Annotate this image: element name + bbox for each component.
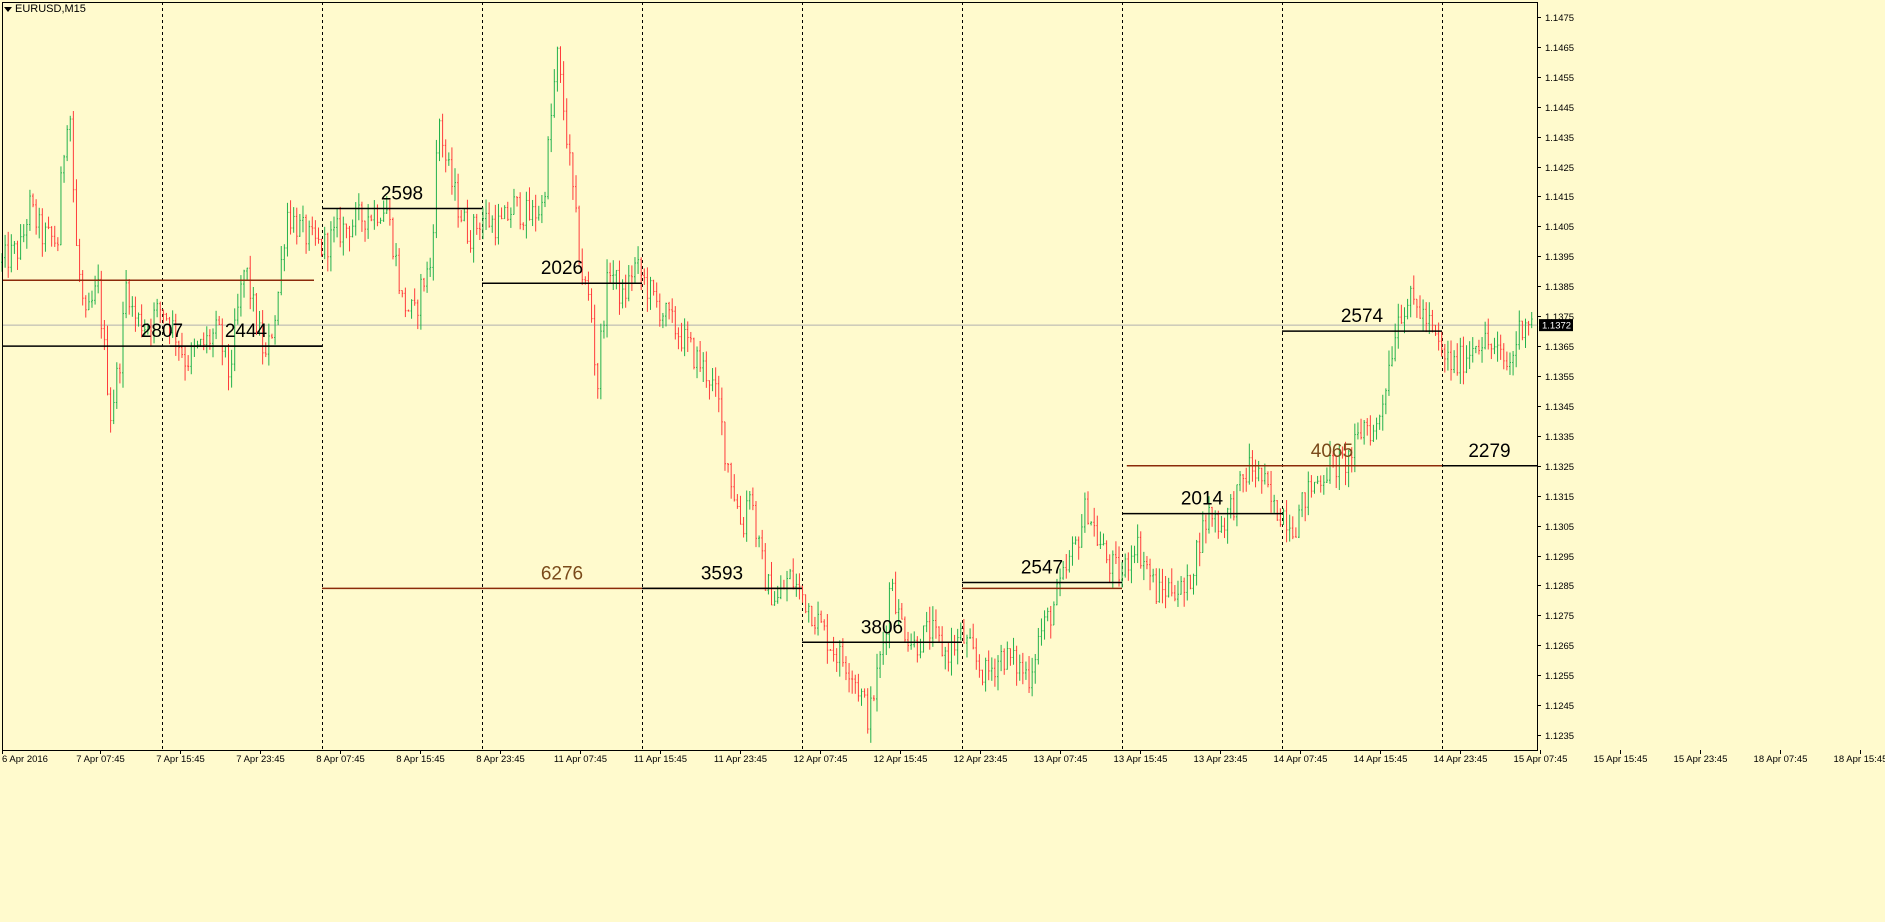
volume-level-label: 2598 bbox=[381, 183, 423, 204]
volume-level-label: 2279 bbox=[1468, 441, 1510, 462]
volume-level-label: 2026 bbox=[541, 258, 583, 279]
volume-level-label: 6276 bbox=[541, 563, 583, 584]
volume-level-label: 2014 bbox=[1181, 489, 1224, 510]
y-tick-label: 1.1335 bbox=[1545, 432, 1574, 443]
y-tick-label: 1.1415 bbox=[1545, 192, 1574, 203]
volume-level-label: 2444 bbox=[225, 321, 268, 342]
y-tick-label: 1.1365 bbox=[1545, 342, 1574, 353]
y-tick-label: 1.1475 bbox=[1545, 13, 1574, 24]
x-tick-label: 12 Apr 15:45 bbox=[874, 754, 928, 765]
x-tick-label: 12 Apr 23:45 bbox=[954, 754, 1008, 765]
x-tick-label: 15 Apr 23:45 bbox=[1674, 754, 1728, 765]
y-tick-label: 1.1275 bbox=[1545, 611, 1574, 622]
x-tick-label: 11 Apr 07:45 bbox=[554, 754, 607, 765]
price-axis: 1.1475 1.1465 1.1455 1.1445 1.1435 1.1425 1.14… bbox=[1537, 13, 1574, 742]
x-tick-label: 14 Apr 15:45 bbox=[1354, 754, 1408, 765]
x-tick-label: 13 Apr 15:45 bbox=[1114, 754, 1168, 765]
x-tick-label: 18 Apr 15:45 bbox=[1834, 754, 1885, 765]
current-price-box bbox=[1539, 319, 1573, 332]
y-tick-label: 1.1445 bbox=[1545, 103, 1574, 114]
volume-level-label: 3593 bbox=[701, 563, 743, 584]
y-tick-label: 1.1425 bbox=[1545, 163, 1574, 174]
y-tick-label: 1.1325 bbox=[1545, 462, 1574, 473]
y-tick-label: 1.1435 bbox=[1545, 133, 1574, 144]
x-tick-label: 13 Apr 23:45 bbox=[1194, 754, 1248, 765]
x-tick-label: 8 Apr 07:45 bbox=[316, 754, 365, 765]
x-tick-label: 6 Apr 2016 bbox=[2, 754, 48, 765]
triangle-dropdown-icon[interactable] bbox=[4, 6, 12, 12]
x-tick-label: 13 Apr 07:45 bbox=[1034, 754, 1088, 765]
y-tick-label: 1.1455 bbox=[1545, 73, 1574, 84]
y-tick-label: 1.1385 bbox=[1545, 282, 1574, 293]
symbol-text: EURUSD,M15 bbox=[15, 3, 86, 15]
y-tick-label: 1.1305 bbox=[1545, 522, 1574, 533]
x-tick-label: 14 Apr 07:45 bbox=[1274, 754, 1328, 765]
y-tick-label: 1.1315 bbox=[1545, 492, 1574, 503]
y-tick-label: 1.1245 bbox=[1545, 701, 1574, 712]
x-tick-label: 15 Apr 07:45 bbox=[1514, 754, 1568, 765]
x-tick-label: 18 Apr 07:45 bbox=[1754, 754, 1808, 765]
plot-frame bbox=[2, 2, 1538, 751]
volume-levels: 2807 2444 2598 2026 6276 3593 3806 2547 2014 4065… bbox=[2, 183, 1537, 644]
x-tick-label: 7 Apr 15:45 bbox=[156, 754, 205, 765]
x-tick-label: 12 Apr 07:45 bbox=[794, 754, 848, 765]
x-tick-label: 8 Apr 15:45 bbox=[396, 754, 445, 765]
y-tick-label: 1.1395 bbox=[1545, 252, 1574, 263]
y-tick-label: 1.1265 bbox=[1545, 641, 1574, 652]
y-tick-label: 1.1285 bbox=[1545, 581, 1574, 592]
y-tick-label: 1.1465 bbox=[1545, 43, 1574, 54]
x-tick-label: 14 Apr 23:45 bbox=[1434, 754, 1488, 765]
x-tick-label: 7 Apr 23:45 bbox=[236, 754, 285, 765]
day-separators bbox=[2, 2, 1443, 750]
y-tick-label: 1.1255 bbox=[1545, 671, 1574, 682]
volume-level-label: 2807 bbox=[141, 321, 183, 342]
current-price-label: 1.1372 bbox=[1542, 321, 1571, 332]
volume-level-label: 4065 bbox=[1311, 441, 1353, 462]
y-tick-label: 1.1345 bbox=[1545, 402, 1574, 413]
y-tick-label: 1.1235 bbox=[1545, 731, 1574, 742]
x-tick-label: 15 Apr 15:45 bbox=[1594, 754, 1648, 765]
candles bbox=[1, 46, 1533, 743]
plot-border bbox=[2, 2, 1538, 751]
volume-level-label: 3806 bbox=[861, 617, 903, 638]
x-tick-label: 7 Apr 07:45 bbox=[76, 754, 125, 765]
volume-level-label: 2547 bbox=[1021, 557, 1063, 578]
symbol-timeframe-label[interactable]: EURUSD,M15 bbox=[4, 3, 86, 15]
y-tick-label: 1.1295 bbox=[1545, 552, 1574, 563]
y-tick-label: 1.1405 bbox=[1545, 222, 1574, 233]
x-tick-label: 8 Apr 23:45 bbox=[476, 754, 525, 765]
x-tick-label: 11 Apr 15:45 bbox=[634, 754, 687, 765]
y-tick-label: 1.1375 bbox=[1545, 312, 1574, 323]
x-tick-label: 11 Apr 23:45 bbox=[714, 754, 767, 765]
time-axis: 6 Apr 2016 7 Apr 07:45 7 Apr 15:45 7 Apr 23… bbox=[2, 750, 1885, 765]
volume-level-label: 2574 bbox=[1341, 306, 1384, 327]
y-tick-label: 1.1355 bbox=[1545, 372, 1574, 383]
